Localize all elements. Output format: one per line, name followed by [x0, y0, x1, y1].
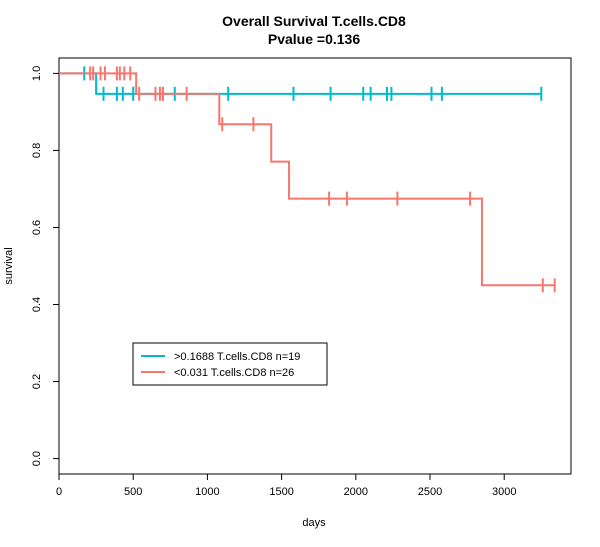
legend-entry-high: >0.1688 T.cells.CD8 n=19 — [174, 351, 300, 363]
legend: >0.1688 T.cells.CD8 n=19 <0.031 T.cells.… — [132, 342, 328, 386]
x-tick-label: 2000 — [344, 486, 368, 498]
y-axis: 0.0 0.2 0.4 0.6 0.8 1.0 — [31, 66, 60, 466]
chart-subtitle: Pvalue =0.136 — [268, 31, 360, 47]
series-layer — [59, 66, 556, 293]
y-tick-label: 0.8 — [31, 143, 43, 158]
x-tick-label: 1000 — [195, 486, 219, 498]
survival-curve-low — [59, 72, 555, 287]
legend-entry-low: <0.031 T.cells.CD8 n=26 — [174, 367, 294, 379]
y-tick-label: 0.0 — [31, 451, 43, 466]
chart-title: Overall Survival T.cells.CD8 — [222, 13, 406, 29]
survival-curve-high — [59, 72, 542, 95]
x-axis: 0 500 1000 1500 2000 2500 3000 — [56, 473, 516, 498]
x-axis-label: days — [302, 517, 326, 529]
x-tick-label: 1500 — [269, 486, 293, 498]
series-low — [59, 66, 556, 293]
x-tick-label: 3000 — [492, 486, 516, 498]
y-tick-label: 0.2 — [31, 374, 43, 389]
y-axis-label: survival — [3, 247, 15, 284]
y-tick-label: 0.6 — [31, 220, 43, 235]
x-tick-label: 0 — [56, 486, 62, 498]
y-tick-label: 0.4 — [31, 297, 43, 312]
legend-box — [132, 342, 328, 386]
x-tick-label: 2500 — [418, 486, 442, 498]
series-high — [59, 66, 543, 101]
x-tick-label: 500 — [124, 486, 142, 498]
y-tick-label: 1.0 — [31, 66, 43, 81]
plot-area-frame — [58, 57, 572, 475]
